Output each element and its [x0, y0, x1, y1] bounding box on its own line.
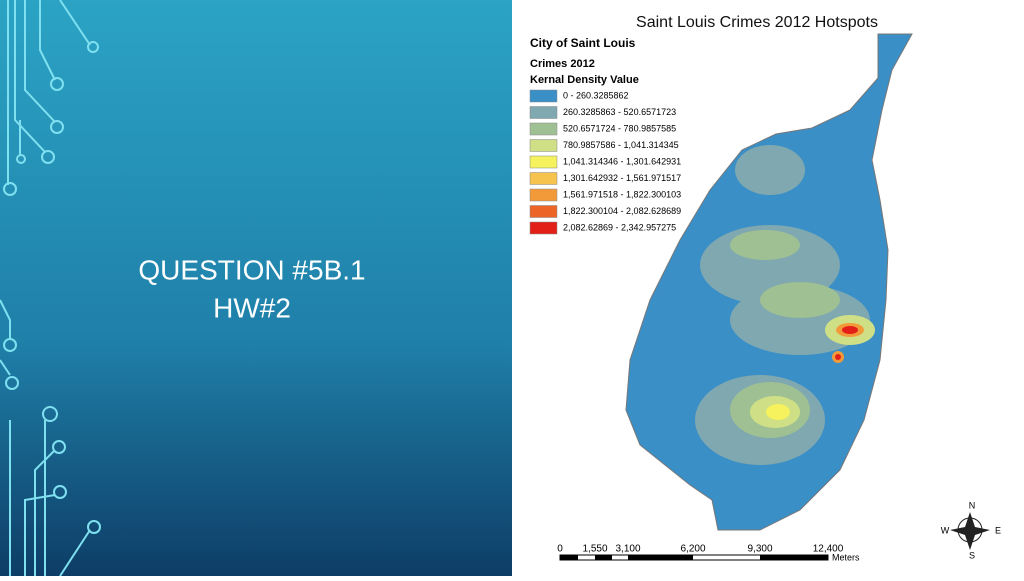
scale-label: 9,300 [747, 544, 772, 555]
scale-bar-segment [628, 555, 693, 560]
legend-label: 1,301.642932 - 1,561.971517 [563, 173, 681, 183]
legend-field: Kernal Density Value [530, 74, 639, 86]
compass: N S E W [941, 500, 1001, 560]
circuit-decoration [0, 0, 101, 577]
legend-swatch [529, 205, 558, 218]
legend-swatch [529, 106, 558, 119]
legend-swatch [529, 155, 558, 169]
scale-bar-segment [760, 555, 828, 560]
legend-swatch [529, 172, 558, 185]
legend-label: 780.9857586 - 1,041.314345 [563, 140, 679, 150]
scale-label: 1,550 [582, 544, 607, 555]
density-surface [695, 145, 875, 465]
legend-layer: Crimes 2012 [530, 58, 595, 70]
slide-subtitle: HW#2 [213, 292, 291, 323]
slide-title: QUESTION #5B.1 [138, 254, 365, 285]
legend-label: 2,082.62869 - 2,342.957275 [563, 222, 676, 232]
legend-label: 260.3285863 - 520.6571723 [563, 107, 676, 117]
legend-label: 0 - 260.3285862 [563, 90, 629, 100]
scale-bar-segment [560, 555, 578, 560]
legend-label: 1,561.971518 - 1,822.300103 [563, 189, 681, 199]
scale-bar-segment [595, 555, 612, 560]
compass-n: N [969, 500, 976, 510]
legend-swatch [529, 188, 558, 202]
scale-label: 12,400 [813, 544, 844, 555]
compass-s: S [969, 550, 975, 560]
compass-e: E [995, 525, 1001, 535]
legend-swatch [529, 89, 558, 103]
left-panel [0, 0, 512, 576]
legend-label: 520.6571724 - 780.9857585 [563, 123, 676, 133]
map-title: Saint Louis Crimes 2012 Hotspots [636, 14, 878, 31]
scale-label: 0 [557, 544, 563, 555]
legend-label: 1,041.314346 - 1,301.642931 [563, 156, 681, 166]
legend-label: 1,822.300104 - 2,082.628689 [563, 206, 681, 216]
legend-swatch [529, 221, 558, 235]
compass-w: W [941, 525, 950, 535]
scale-label: 6,200 [680, 544, 705, 555]
legend-swatch [529, 139, 558, 152]
legend: City of Saint Louis Crimes 2012 Kernal D… [529, 36, 681, 235]
scale-unit: Meters [832, 552, 860, 562]
legend-swatch [529, 122, 558, 136]
scale-label: 3,100 [615, 544, 640, 555]
legend-heading: City of Saint Louis [530, 36, 636, 50]
